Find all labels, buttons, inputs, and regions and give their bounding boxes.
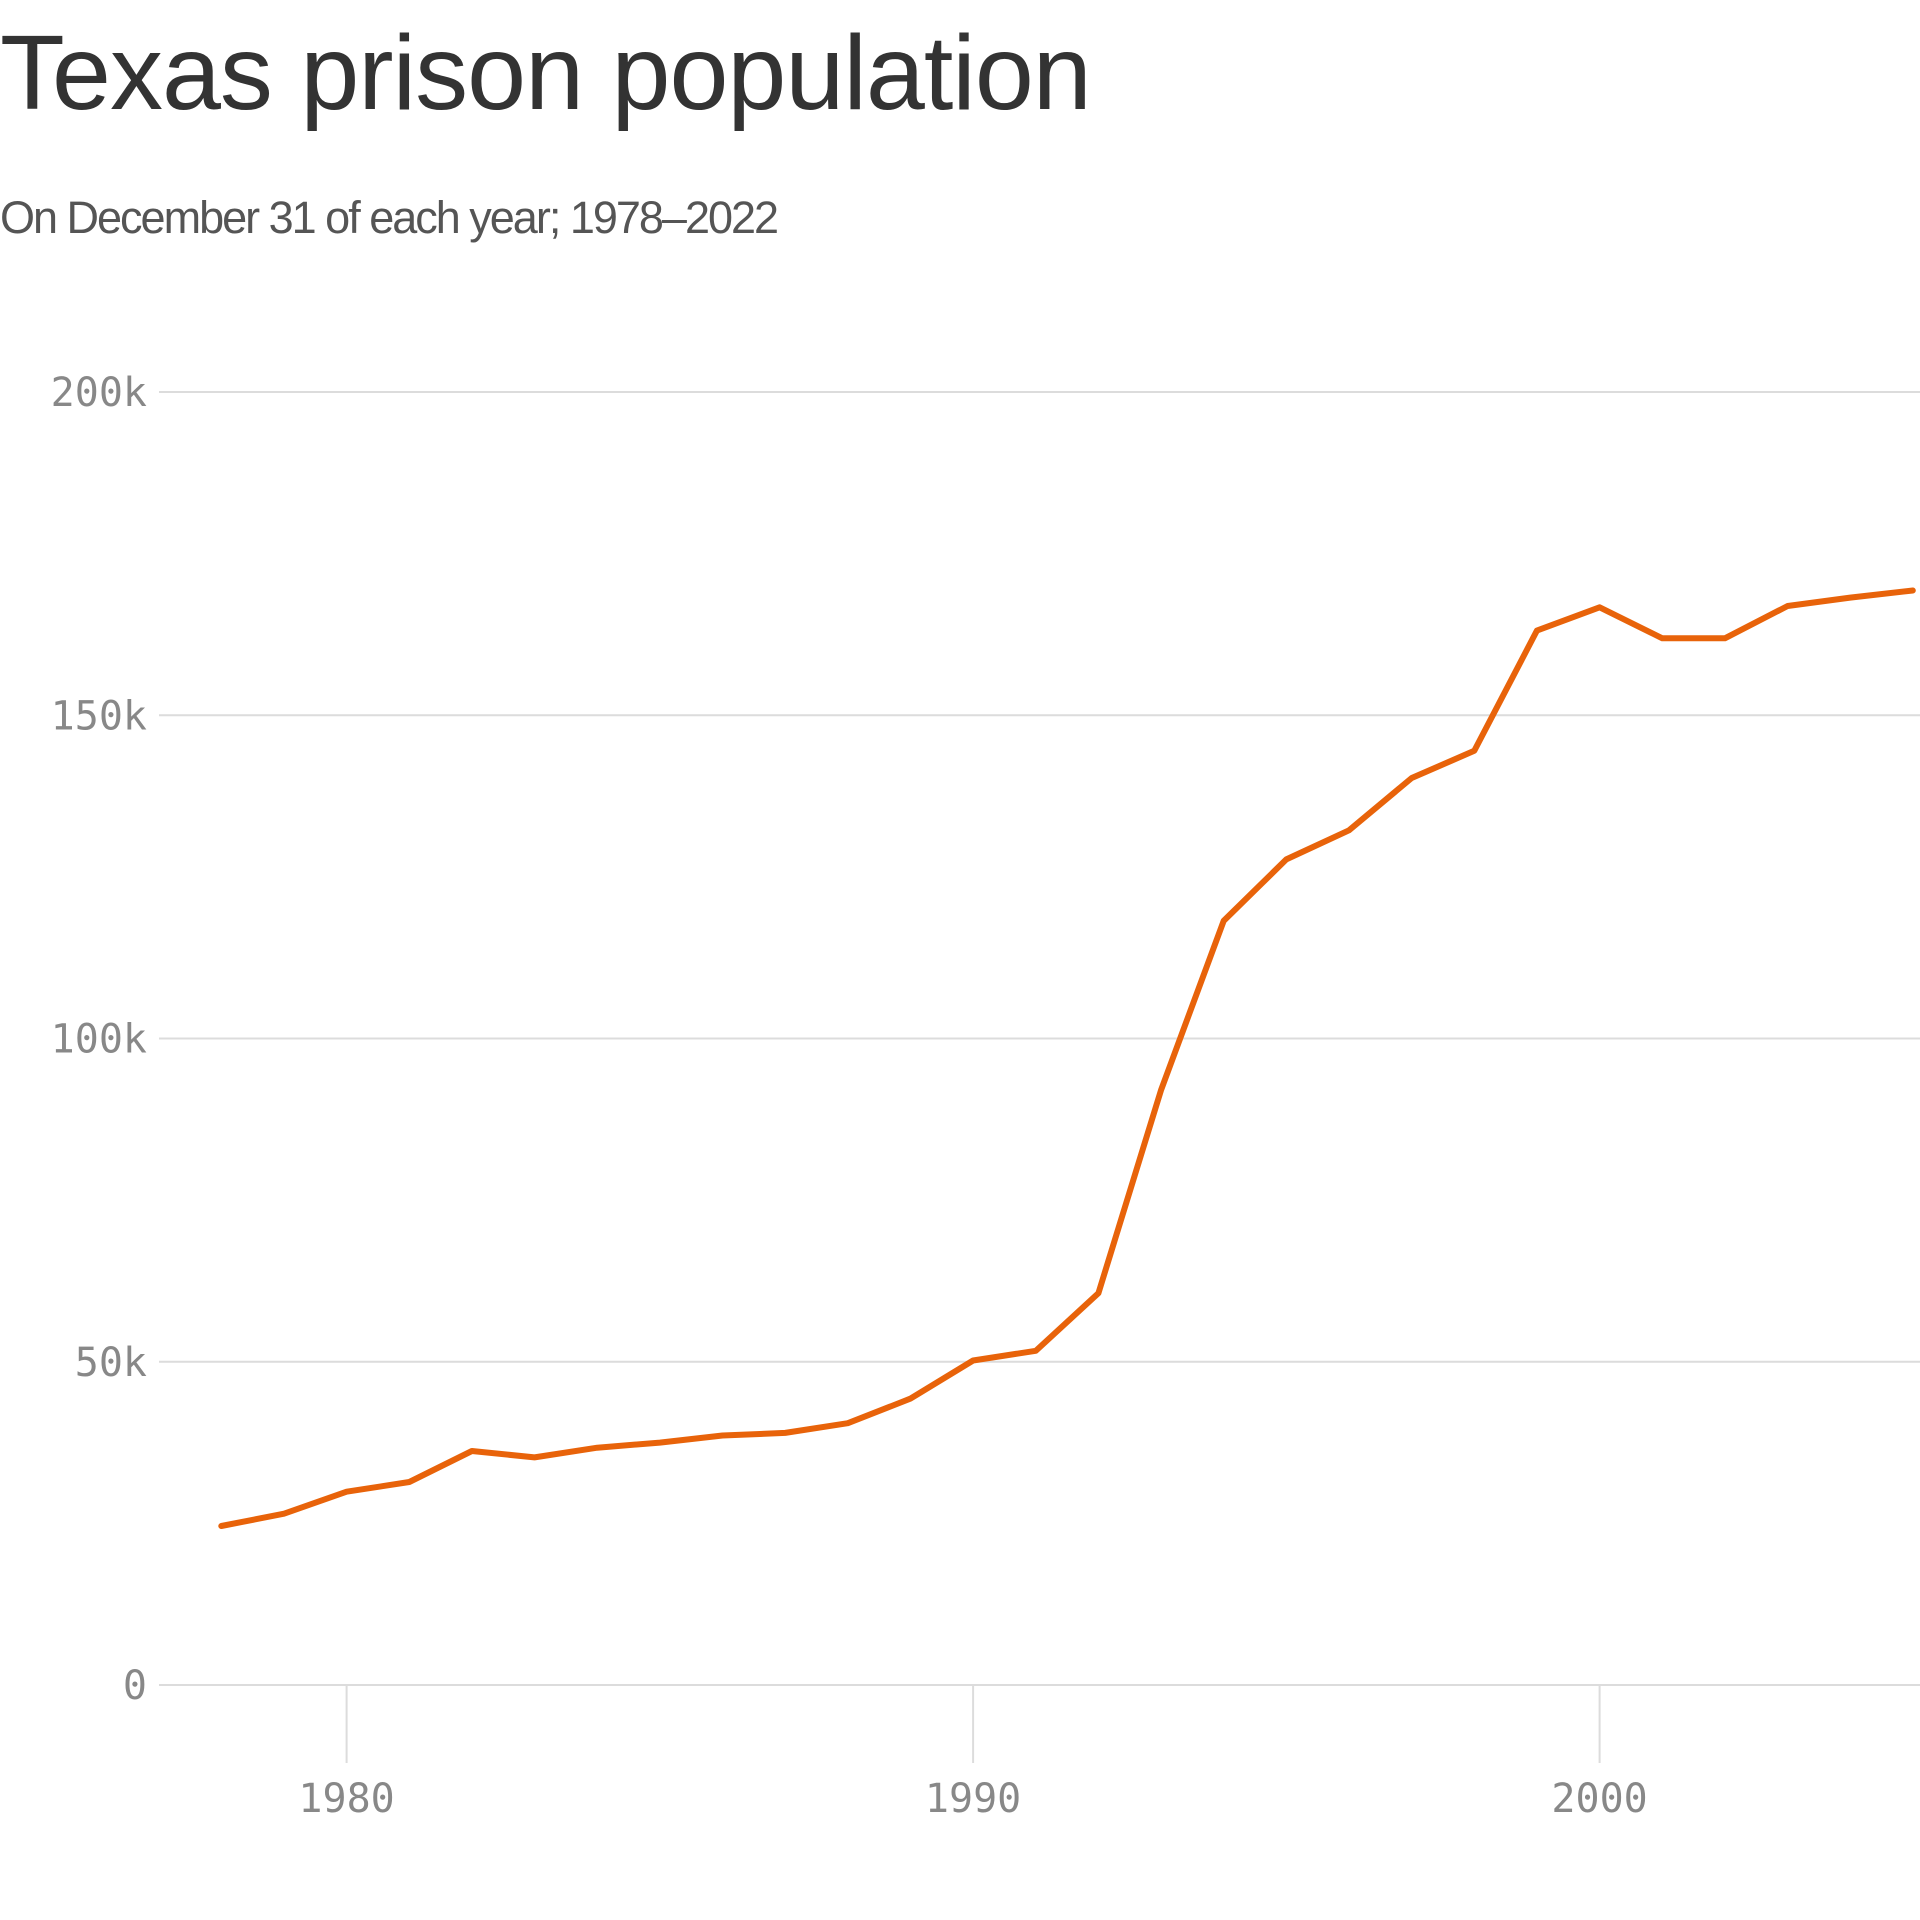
y-tick-label: 0 [123,1663,147,1709]
x-tick-label: 2000 [1551,1776,1647,1822]
y-tick-label: 150k [51,693,147,739]
x-tick-label: 1980 [298,1776,394,1822]
x-tick-label: 1990 [925,1776,1021,1822]
x-axis: 1980 1990 2000 [298,1685,1648,1822]
series-line [218,587,1916,1529]
y-tick-label: 50k [75,1340,147,1386]
series [218,587,1916,1529]
gridlines [159,391,1920,1686]
chart-title: Texas prison population [0,14,1092,132]
y-tick-label: 100k [51,1017,147,1063]
y-tick-label: 200k [51,370,147,416]
y-axis-labels: 0 50k 100k 150k 200k [51,370,147,1709]
chart-subtitle: On December 31 of each year; 1978–2022 [0,192,779,243]
